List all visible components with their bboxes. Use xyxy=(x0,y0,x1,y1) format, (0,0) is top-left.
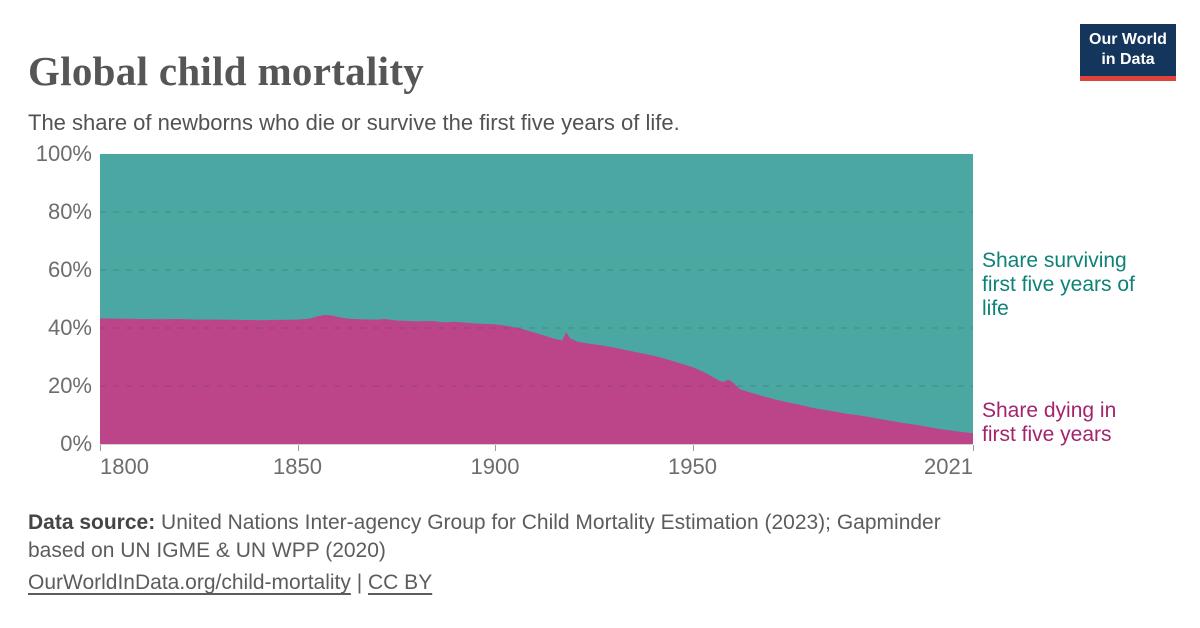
x-axis: 1800 1850 1900 1950 2021 xyxy=(100,444,974,489)
y-tick-label: 20% xyxy=(47,373,92,398)
y-tick-label: 40% xyxy=(47,315,92,340)
owid-logo: Our World in Data xyxy=(1080,24,1176,81)
owid-logo-line1: Our World xyxy=(1089,31,1167,48)
owid-logo-line2: in Data xyxy=(1101,51,1155,69)
footer-source-line2: based on UN IGME & UN WPP (2020) xyxy=(28,539,386,562)
chart-subtitle: The share of newborns who die or survive… xyxy=(28,110,680,135)
y-tick-label: 0% xyxy=(60,431,92,456)
area-dying xyxy=(100,314,973,444)
license-link[interactable]: CC BY xyxy=(368,571,433,594)
x-tick-mark xyxy=(692,445,694,451)
annotation-surviving: Share surviving first five years of life xyxy=(982,249,1135,320)
annotation-dying: Share dying in first five years xyxy=(982,399,1117,446)
x-tick-label: 1850 xyxy=(273,454,322,479)
owid-logo-red-bar xyxy=(1080,75,1176,81)
owid-logo-text: Our World in Data xyxy=(1080,24,1176,76)
page-title: Global child mortality xyxy=(28,48,425,95)
link-separator: | xyxy=(350,571,369,594)
y-tick-label: 100% xyxy=(35,141,92,166)
y-tick-label: 80% xyxy=(47,199,92,224)
plot-area xyxy=(100,154,973,445)
owid-url-link[interactable]: OurWorldInData.org/child-mortality xyxy=(28,571,351,594)
x-tick-label: 1900 xyxy=(470,454,520,479)
x-tick-label: 2021 xyxy=(924,454,973,479)
y-tick-label: 60% xyxy=(47,257,92,282)
x-tick-mark xyxy=(297,445,299,451)
x-tick-mark xyxy=(973,445,974,451)
x-tick-mark xyxy=(100,445,101,451)
x-tick-mark xyxy=(495,445,496,451)
data-source-text: United Nations Inter-agency Group for Ch… xyxy=(155,511,941,534)
x-tick-label: 1950 xyxy=(668,454,717,479)
footer-source-line1: Data source: United Nations Inter-agency… xyxy=(28,509,1178,537)
footer-links: OurWorldInData.org/child-mortality | CC … xyxy=(28,571,432,595)
y-axis: 0% 20% 40% 60% 80% 100% xyxy=(0,141,92,456)
x-tick-label: 1800 xyxy=(100,454,149,479)
data-source-label: Data source: xyxy=(28,511,156,534)
stacked-area-chart xyxy=(100,154,973,444)
footer-source: Data source: United Nations Inter-agency… xyxy=(28,509,1178,565)
